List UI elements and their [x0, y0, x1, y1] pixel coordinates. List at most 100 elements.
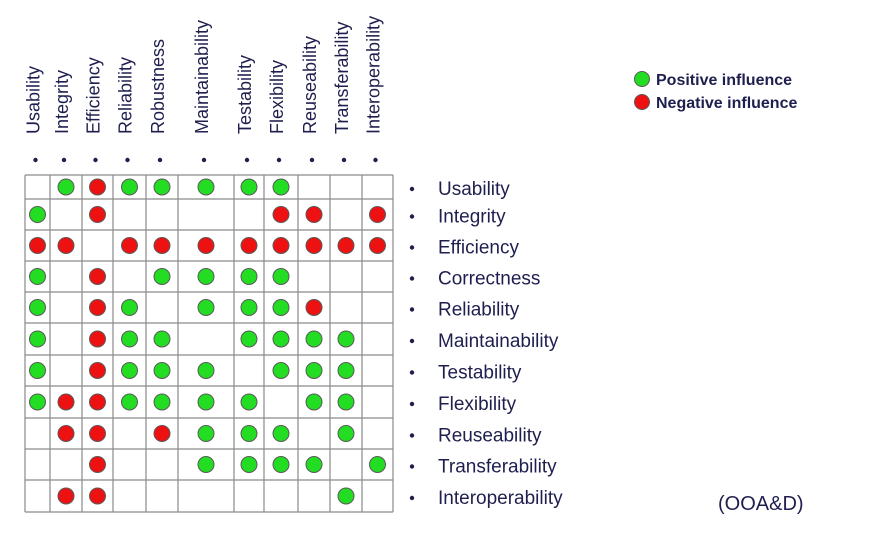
column-bullets	[33, 157, 378, 163]
positive-dot-r0-c5	[197, 178, 215, 196]
column-label-maintainability: Maintainability	[192, 20, 212, 134]
negative-dot-r2-c10	[369, 237, 386, 254]
negative-dot-r4-c2	[89, 299, 106, 316]
matrix-cells	[29, 178, 386, 505]
positive-dot-r5-c3	[121, 330, 138, 348]
negative-dot-r2-c8	[305, 237, 323, 254]
positive-dot-r7-c4	[153, 393, 171, 411]
positive-dot-r3-c0	[29, 268, 46, 285]
negative-dot-r8-c2	[89, 425, 106, 442]
legend: Positive influence Negative influence	[634, 71, 797, 112]
positive-dot-r0-c6	[240, 178, 258, 196]
positive-dot-r3-c7	[272, 268, 290, 285]
column-label-reliability: Reliability	[116, 57, 136, 134]
positive-dot-r3-c6	[240, 268, 258, 285]
row-label-testability: Testability	[438, 363, 522, 384]
column-bullet-flexibility	[276, 157, 282, 163]
column-label-integrity: Integrity	[52, 70, 72, 134]
negative-dot-r9-c2	[89, 456, 106, 473]
negative-dot-r7-c2	[89, 393, 106, 411]
positive-dot-r6-c0	[29, 362, 46, 379]
source-label: (OOA&D)	[718, 493, 804, 515]
positive-dot-r9-c6	[240, 456, 258, 473]
positive-dot-r6-c9	[337, 362, 355, 379]
positive-dot-r6-c3	[121, 362, 138, 379]
column-label-flexibility: Flexibility	[267, 60, 287, 134]
row-label-usability: Usability	[438, 179, 510, 200]
negative-dot-r3-c2	[89, 268, 106, 285]
row-labels: Usability Integrity Efficiency Correctness R…	[409, 179, 563, 509]
negative-dot-r10-c2	[89, 487, 106, 505]
positive-dot-r7-c3	[121, 393, 138, 411]
column-bullet-reliability	[125, 157, 130, 163]
column-label-testability: Testability	[235, 55, 255, 134]
positive-dot-r9-c10	[369, 456, 386, 473]
row-label-efficiency: Efficiency	[438, 238, 519, 259]
column-label-efficiency: Efficiency	[84, 57, 104, 134]
positive-dot-r4-c7	[272, 299, 290, 316]
negative-dot-r0-c2	[89, 178, 106, 196]
positive-dot-r5-c6	[240, 330, 258, 348]
negative-dot-r1-c7	[272, 206, 290, 223]
positive-dot-r5-c9	[337, 330, 355, 348]
negative-dot-r7-c1	[57, 393, 75, 411]
column-label-reuseability: Reuseability	[300, 36, 320, 134]
positive-dot-r5-c0	[29, 330, 46, 348]
positive-dot-r6-c4	[153, 362, 171, 379]
column-labels: Usability Integrity Efficiency Reliability R…	[24, 16, 384, 134]
row-bullet-interoperability	[409, 495, 415, 501]
column-bullet-usability	[33, 157, 38, 163]
negative-dot-r10-c1	[57, 487, 75, 505]
row-bullet-efficiency	[409, 245, 415, 250]
positive-dot-r3-c4	[153, 268, 171, 285]
positive-dot-r7-c8	[305, 393, 323, 411]
positive-dot-r4-c3	[121, 299, 138, 316]
legend-positive-label: Positive influence	[656, 72, 792, 89]
column-bullet-reuseability	[309, 157, 315, 163]
positive-dot-r5-c7	[272, 330, 290, 348]
positive-dot-r4-c5	[197, 299, 215, 316]
negative-dot-r6-c2	[89, 362, 106, 379]
negative-dot-r8-c1	[57, 425, 75, 442]
negative-dot-r2-c0	[29, 237, 46, 254]
positive-dot-r9-c7	[272, 456, 290, 473]
column-bullet-maintainability	[201, 157, 207, 163]
row-bullet-flexibility	[409, 401, 415, 407]
positive-dot-r7-c0	[29, 393, 46, 411]
legend-positive-dot	[634, 71, 650, 87]
row-label-interoperability: Interoperability	[438, 488, 563, 509]
matrix-grid	[24, 174, 394, 513]
negative-dot-r2-c6	[240, 237, 258, 254]
positive-dot-r3-c5	[197, 268, 215, 285]
column-bullet-integrity	[61, 157, 67, 163]
column-bullet-interoperability	[373, 157, 378, 163]
row-label-maintainability: Maintainability	[438, 331, 559, 352]
positive-dot-r8-c5	[197, 425, 215, 442]
column-bullet-testability	[244, 157, 250, 163]
column-bullet-efficiency	[93, 157, 98, 163]
positive-dot-r8-c7	[272, 425, 290, 442]
row-bullet-maintainability	[409, 338, 415, 344]
positive-dot-r5-c4	[153, 330, 171, 348]
row-label-correctness: Correctness	[438, 269, 540, 290]
positive-dot-r8-c9	[337, 425, 355, 442]
positive-dot-r7-c9	[337, 393, 355, 411]
negative-dot-r5-c2	[89, 330, 106, 348]
column-bullet-transferability	[341, 157, 347, 163]
negative-dot-r2-c4	[153, 237, 171, 254]
positive-dot-r6-c7	[272, 362, 290, 379]
legend-negative-dot	[634, 94, 650, 110]
row-bullet-testability	[409, 370, 415, 375]
negative-dot-r2-c3	[121, 237, 138, 254]
row-label-integrity: Integrity	[438, 207, 506, 228]
negative-dot-r1-c10	[369, 206, 386, 223]
positive-dot-r0-c4	[153, 178, 171, 196]
column-label-robustness: Robustness	[148, 39, 168, 134]
row-bullet-usability	[409, 186, 415, 192]
row-bullet-integrity	[409, 214, 415, 219]
row-label-reuseability: Reuseability	[438, 426, 542, 447]
legend-negative-label: Negative influence	[656, 95, 797, 112]
row-bullet-correctness	[409, 276, 415, 281]
positive-dot-r5-c8	[305, 330, 323, 348]
